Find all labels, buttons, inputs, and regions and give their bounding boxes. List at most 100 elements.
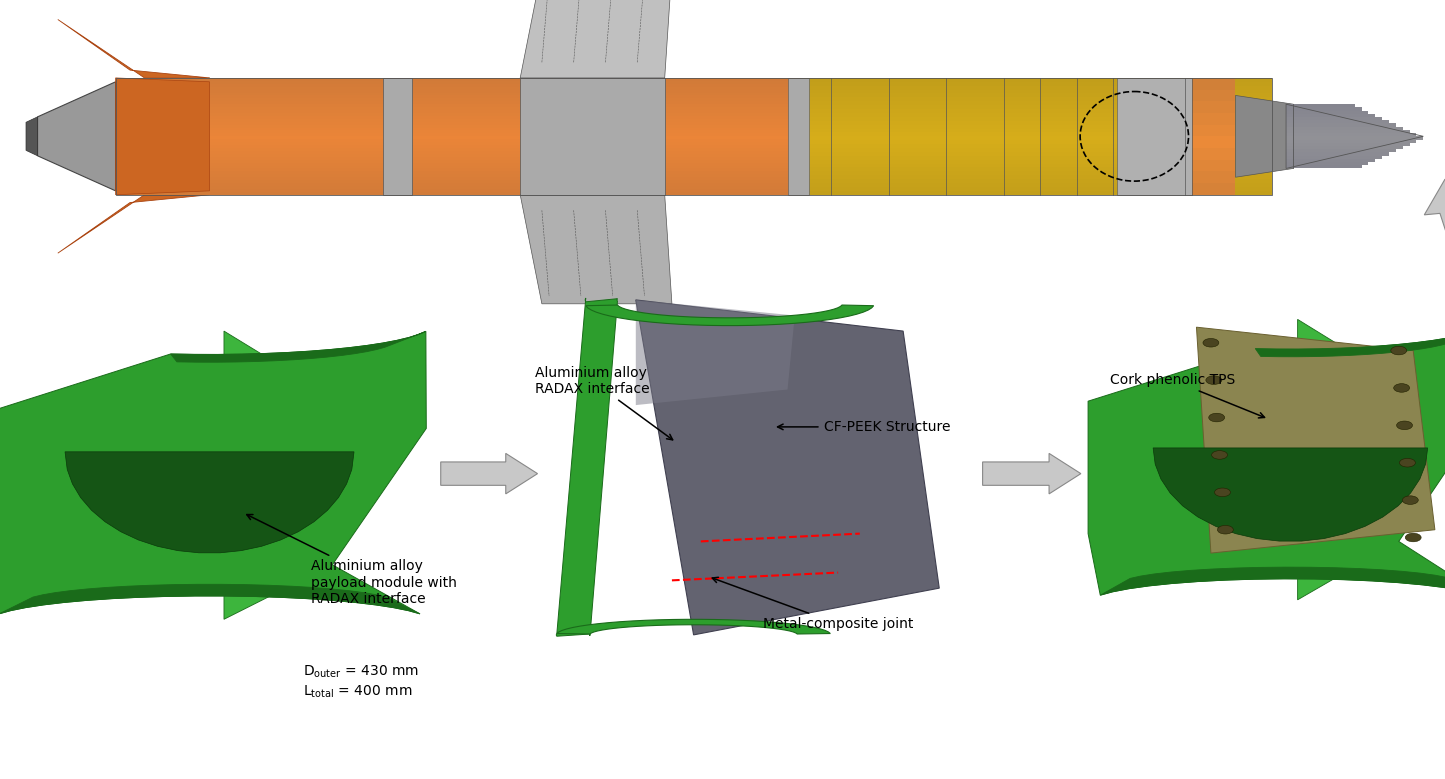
Bar <box>802 101 1272 105</box>
Bar <box>116 192 1272 195</box>
Bar <box>116 98 1272 101</box>
Bar <box>1286 143 1410 146</box>
Bar <box>116 130 1272 133</box>
Bar <box>1286 136 1423 139</box>
Circle shape <box>1217 525 1233 534</box>
Text: Aluminium alloy
payload module with
RADAX interface: Aluminium alloy payload module with RADA… <box>247 515 457 606</box>
Polygon shape <box>556 619 831 634</box>
Bar <box>802 93 1272 97</box>
Bar <box>116 78 1272 81</box>
Polygon shape <box>520 78 665 195</box>
Polygon shape <box>1235 96 1293 178</box>
Bar <box>1286 146 1403 150</box>
Polygon shape <box>1117 78 1192 195</box>
Bar <box>116 84 1272 86</box>
Bar <box>116 148 1272 151</box>
Polygon shape <box>65 452 354 553</box>
Polygon shape <box>556 298 617 636</box>
Bar <box>116 113 1272 116</box>
Bar <box>802 82 1272 86</box>
Bar <box>802 105 1272 109</box>
Bar <box>1286 120 1389 124</box>
Bar <box>1192 160 1235 171</box>
Polygon shape <box>383 78 412 195</box>
Bar <box>116 171 1272 174</box>
Bar <box>116 143 1272 145</box>
Bar <box>116 151 1272 154</box>
Bar <box>802 160 1272 164</box>
Bar <box>1192 113 1235 125</box>
Polygon shape <box>1298 319 1399 600</box>
Bar <box>116 163 1272 166</box>
Bar <box>1286 133 1416 136</box>
Bar <box>116 160 1272 163</box>
Circle shape <box>1205 375 1221 384</box>
Bar <box>116 104 1272 107</box>
Bar <box>1286 130 1410 133</box>
Bar <box>116 136 1272 139</box>
Text: Cork phenolic TPS: Cork phenolic TPS <box>1110 373 1264 418</box>
Bar <box>802 175 1272 179</box>
Bar <box>1286 127 1403 130</box>
Bar <box>1286 114 1376 117</box>
Polygon shape <box>1196 327 1435 553</box>
Polygon shape <box>636 300 795 405</box>
Polygon shape <box>58 195 210 253</box>
Bar <box>116 96 1272 98</box>
Bar <box>802 113 1272 117</box>
Circle shape <box>1208 413 1225 421</box>
Bar <box>802 167 1272 171</box>
Text: L$_{\mathregular{total}}$ = 400 mm: L$_{\mathregular{total}}$ = 400 mm <box>303 684 413 700</box>
Circle shape <box>1402 495 1418 505</box>
Bar <box>1286 150 1396 153</box>
Bar <box>802 140 1272 144</box>
Bar <box>802 136 1272 140</box>
Text: D$_{\mathregular{outer}}$ = 430 mm: D$_{\mathregular{outer}}$ = 430 mm <box>303 664 419 680</box>
Bar <box>802 164 1272 167</box>
Bar <box>802 152 1272 156</box>
Circle shape <box>1393 384 1409 392</box>
Bar <box>116 168 1272 171</box>
Bar <box>116 180 1272 183</box>
Circle shape <box>1214 488 1231 497</box>
Bar <box>802 121 1272 125</box>
Bar <box>1192 148 1235 160</box>
Bar <box>116 133 1272 136</box>
Polygon shape <box>636 300 939 635</box>
Bar <box>1286 108 1361 111</box>
Polygon shape <box>224 331 332 619</box>
Bar <box>1192 125 1235 136</box>
Bar <box>802 191 1272 195</box>
Bar <box>802 129 1272 132</box>
Bar <box>802 148 1272 152</box>
Polygon shape <box>441 453 538 494</box>
Bar <box>802 183 1272 187</box>
Polygon shape <box>983 453 1081 494</box>
Bar <box>1286 162 1368 165</box>
Bar <box>1286 139 1416 143</box>
Polygon shape <box>520 0 672 78</box>
Polygon shape <box>520 195 672 304</box>
Bar <box>802 132 1272 136</box>
Polygon shape <box>116 78 210 195</box>
Bar <box>116 165 1272 168</box>
Bar <box>116 139 1272 143</box>
Bar <box>802 171 1272 175</box>
Bar <box>1192 101 1235 113</box>
Bar <box>116 174 1272 178</box>
Polygon shape <box>1153 448 1428 541</box>
Bar <box>116 119 1272 122</box>
Polygon shape <box>1256 327 1445 357</box>
Bar <box>1286 124 1396 127</box>
Polygon shape <box>171 331 426 362</box>
Circle shape <box>1202 338 1218 347</box>
Bar <box>802 144 1272 148</box>
Bar <box>116 145 1272 148</box>
Bar <box>1286 159 1376 162</box>
Bar <box>802 90 1272 93</box>
Text: Metal-composite joint: Metal-composite joint <box>712 577 913 631</box>
Bar <box>116 107 1272 110</box>
Text: CF-PEEK Structure: CF-PEEK Structure <box>777 420 951 434</box>
Bar <box>1192 90 1235 101</box>
Bar <box>1286 111 1368 114</box>
